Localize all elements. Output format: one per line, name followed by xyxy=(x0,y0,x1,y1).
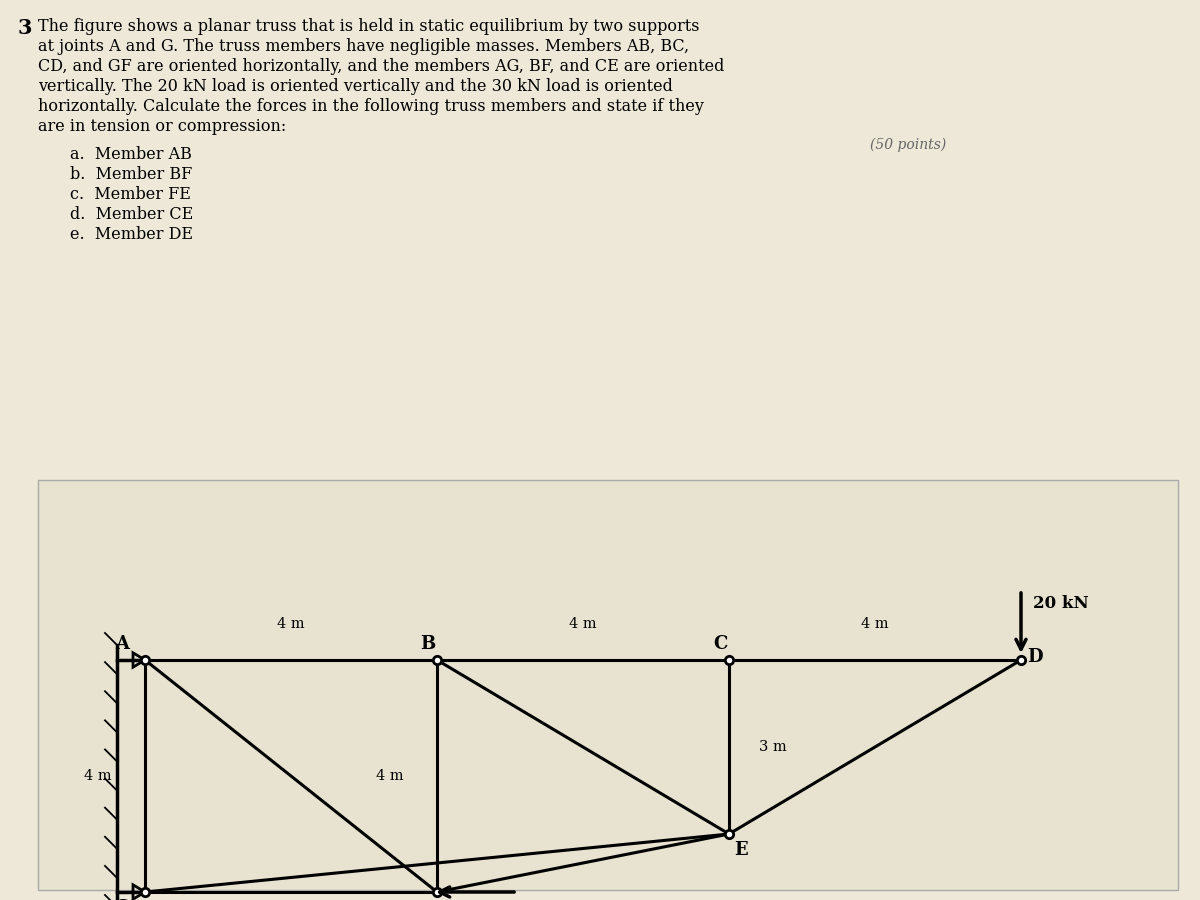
Text: c.  Member FE: c. Member FE xyxy=(70,186,191,203)
Text: 4 m: 4 m xyxy=(84,769,112,783)
Text: 20 kN: 20 kN xyxy=(1033,595,1088,612)
Text: horizontally. Calculate the forces in the following truss members and state if t: horizontally. Calculate the forces in th… xyxy=(38,98,704,115)
Text: e.  Member DE: e. Member DE xyxy=(70,226,193,243)
Text: E: E xyxy=(733,842,748,859)
Text: D: D xyxy=(1027,648,1043,666)
Text: 3: 3 xyxy=(18,18,32,38)
Text: d.  Member CE: d. Member CE xyxy=(70,206,193,223)
Text: B: B xyxy=(421,634,436,652)
Text: The figure shows a planar truss that is held in static equilibrium by two suppor: The figure shows a planar truss that is … xyxy=(38,18,700,35)
FancyBboxPatch shape xyxy=(38,480,1178,890)
Text: A: A xyxy=(115,634,128,652)
Text: (50 points): (50 points) xyxy=(870,138,947,152)
Text: are in tension or compression:: are in tension or compression: xyxy=(38,118,287,135)
Text: 4 m: 4 m xyxy=(569,616,596,631)
Text: C: C xyxy=(713,634,727,652)
Text: 4 m: 4 m xyxy=(277,616,305,631)
Text: b.  Member BF: b. Member BF xyxy=(70,166,192,183)
Text: 3 m: 3 m xyxy=(758,740,787,754)
Text: vertically. The 20 kN load is oriented vertically and the 30 kN load is oriented: vertically. The 20 kN load is oriented v… xyxy=(38,78,673,95)
Text: 4 m: 4 m xyxy=(862,616,889,631)
Text: at joints A and G. The truss members have negligible masses. Members AB, BC,: at joints A and G. The truss members hav… xyxy=(38,38,689,55)
Text: a.  Member AB: a. Member AB xyxy=(70,146,192,163)
Text: 4 m: 4 m xyxy=(376,769,403,783)
Text: CD, and GF are oriented horizontally, and the members AG, BF, and CE are oriente: CD, and GF are oriented horizontally, an… xyxy=(38,58,725,75)
